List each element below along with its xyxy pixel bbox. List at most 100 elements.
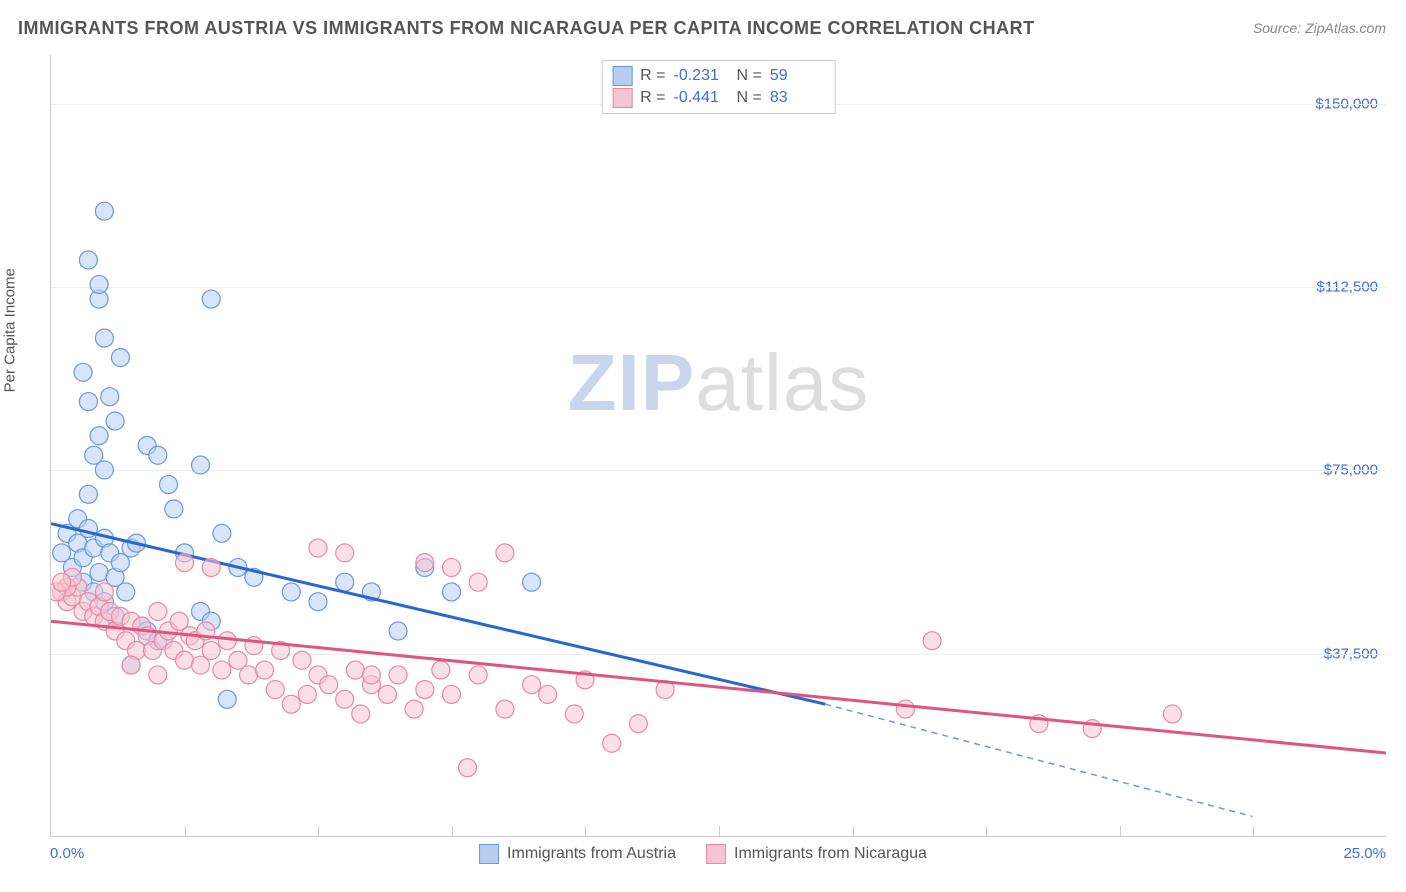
- data-point: [149, 446, 167, 464]
- stats-legend-box: R = -0.231 N = 59 R = -0.441 N = 83: [601, 60, 836, 114]
- data-point: [362, 666, 380, 684]
- stat-r-label: R =: [640, 89, 665, 107]
- series-swatch: [479, 844, 499, 864]
- data-point: [336, 544, 354, 562]
- data-point: [106, 412, 124, 430]
- data-point: [240, 666, 258, 684]
- x-axis-min-label: 0.0%: [50, 845, 84, 862]
- data-point: [90, 563, 108, 581]
- data-point: [218, 690, 236, 708]
- data-point: [79, 251, 97, 269]
- data-point: [523, 676, 541, 694]
- data-point: [95, 461, 113, 479]
- series-swatch: [612, 88, 632, 108]
- data-point: [405, 700, 423, 718]
- data-point: [523, 573, 541, 591]
- data-point: [346, 661, 364, 679]
- stat-r-value: -0.441: [674, 89, 729, 107]
- stats-row: R = -0.441 N = 83: [612, 87, 825, 109]
- data-point: [282, 583, 300, 601]
- data-point: [352, 705, 370, 723]
- data-point: [629, 715, 647, 733]
- y-axis-label: Per Capita Income: [2, 268, 19, 392]
- legend-label: Immigrants from Nicaragua: [734, 845, 927, 863]
- data-point: [443, 583, 461, 601]
- legend-item: Immigrants from Austria: [479, 844, 676, 864]
- chart-title: IMMIGRANTS FROM AUSTRIA VS IMMIGRANTS FR…: [18, 18, 1035, 39]
- data-point: [95, 202, 113, 220]
- source-label: Source: ZipAtlas.com: [1253, 20, 1386, 36]
- data-point: [79, 393, 97, 411]
- data-point: [202, 290, 220, 308]
- data-point: [432, 661, 450, 679]
- data-point: [1163, 705, 1181, 723]
- data-point: [496, 544, 514, 562]
- stat-n-value: 83: [770, 89, 825, 107]
- data-point: [159, 476, 177, 494]
- data-point: [496, 700, 514, 718]
- data-point: [266, 681, 284, 699]
- stat-n-label: N =: [737, 89, 762, 107]
- data-point: [202, 559, 220, 577]
- data-point: [53, 573, 71, 591]
- data-point: [165, 500, 183, 518]
- data-point: [192, 456, 210, 474]
- data-point: [149, 602, 167, 620]
- data-point: [256, 661, 274, 679]
- stats-row: R = -0.231 N = 59: [612, 65, 825, 87]
- regression-line: [51, 621, 1386, 753]
- data-point: [74, 363, 92, 381]
- series-swatch: [706, 844, 726, 864]
- data-point: [443, 685, 461, 703]
- stat-n-value: 59: [770, 67, 825, 85]
- data-point: [603, 734, 621, 752]
- data-point: [923, 632, 941, 650]
- data-point: [539, 685, 557, 703]
- data-point: [416, 681, 434, 699]
- data-point: [282, 695, 300, 713]
- data-point: [95, 329, 113, 347]
- data-point: [79, 485, 97, 503]
- data-point: [293, 651, 311, 669]
- data-point: [378, 685, 396, 703]
- data-point: [309, 539, 327, 557]
- legend-item: Immigrants from Nicaragua: [706, 844, 927, 864]
- data-point: [90, 275, 108, 293]
- data-point: [320, 676, 338, 694]
- stat-r-value: -0.231: [674, 67, 729, 85]
- data-point: [122, 656, 140, 674]
- data-point: [309, 593, 327, 611]
- legend-label: Immigrants from Austria: [507, 845, 676, 863]
- data-point: [469, 573, 487, 591]
- data-point: [176, 651, 194, 669]
- data-point: [459, 759, 477, 777]
- data-point: [389, 666, 407, 684]
- data-point: [443, 559, 461, 577]
- scatter-svg: [51, 55, 1386, 836]
- data-point: [336, 690, 354, 708]
- stat-r-label: R =: [640, 67, 665, 85]
- data-point: [298, 685, 316, 703]
- data-point: [111, 349, 129, 367]
- bottom-legend: Immigrants from Austria Immigrants from N…: [479, 844, 927, 864]
- stat-n-label: N =: [737, 67, 762, 85]
- data-point: [176, 554, 194, 572]
- data-point: [565, 705, 583, 723]
- chart-plot-area: ZIPatlas R =-0.231N =59R =-0.441N =83 $3…: [50, 55, 1386, 837]
- data-point: [202, 642, 220, 660]
- data-point: [213, 661, 231, 679]
- data-point: [469, 666, 487, 684]
- data-point: [336, 573, 354, 591]
- data-point: [896, 700, 914, 718]
- data-point: [90, 427, 108, 445]
- data-point: [117, 583, 135, 601]
- data-point: [213, 524, 231, 542]
- data-point: [95, 583, 113, 601]
- x-axis-max-label: 25.0%: [1343, 845, 1386, 862]
- data-point: [389, 622, 407, 640]
- data-point: [101, 388, 119, 406]
- data-point: [416, 554, 434, 572]
- series-swatch: [612, 66, 632, 86]
- data-point: [149, 666, 167, 684]
- data-point: [218, 632, 236, 650]
